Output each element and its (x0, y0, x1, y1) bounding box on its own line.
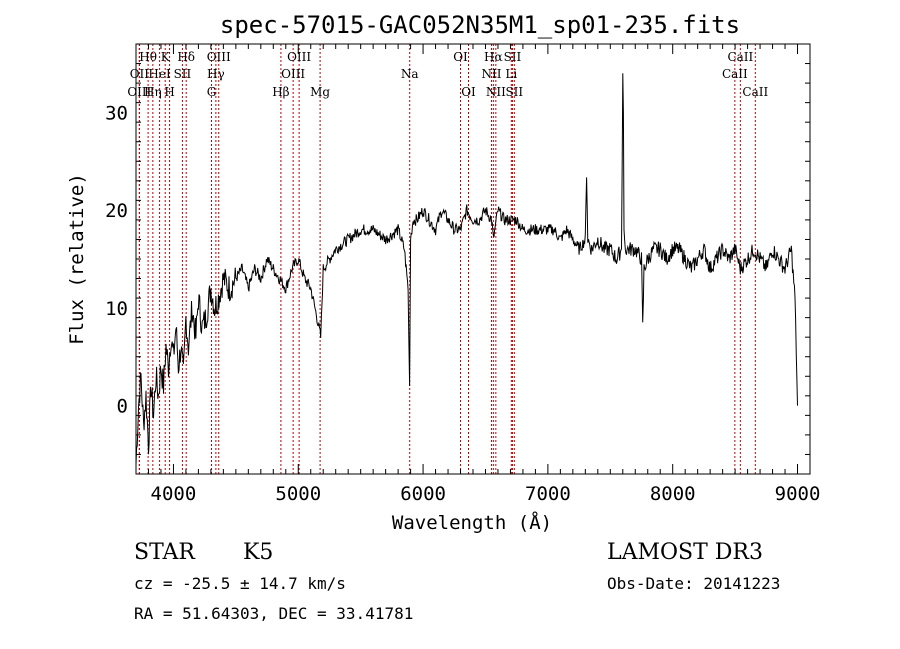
x-axis: 4000 5000 6000 7000 8000 9000 (135, 44, 821, 505)
emission-line-label: Hα (484, 50, 503, 64)
x-tick-label: 5000 (275, 483, 321, 505)
emission-line-label: CaII (742, 85, 768, 99)
emission-line-label: SII (504, 50, 522, 64)
x-tick-label: 6000 (400, 483, 446, 505)
y-tick-label: 0 (117, 396, 128, 418)
emission-line-label: H (164, 85, 174, 99)
observation-date: Obs-Date: 20141223 (607, 574, 781, 593)
emission-line-label: Li (505, 67, 517, 81)
y-axis: 0 10 20 30 (105, 63, 810, 455)
emission-line-label: CaII (722, 67, 748, 81)
emission-line-label: Hγ (207, 67, 225, 81)
x-tick-label: 7000 (525, 483, 571, 505)
ra-dec-coordinates: RA = 51.64303, DEC = 33.41781 (134, 604, 414, 623)
survey-name: LAMOST DR3 (607, 540, 763, 565)
emission-line-label: NII (481, 67, 501, 81)
emission-line-label: G (207, 85, 217, 99)
emission-line-label: Hη (144, 85, 162, 99)
emission-line-markers (138, 44, 756, 474)
emission-line-label: K (161, 50, 171, 64)
object-subclass: K5 (243, 540, 274, 565)
emission-line-label: OIII (281, 67, 305, 81)
x-tick-label: 8000 (650, 483, 696, 505)
emission-line-label: OIII (127, 85, 151, 99)
object-class: STAR (134, 540, 195, 565)
spectrum-line (135, 73, 798, 465)
emission-line-label: Hδ (177, 50, 195, 64)
emission-line-label: Hθ (139, 50, 157, 64)
x-axis-label: Wavelength (Å) (392, 511, 552, 534)
y-tick-label: 30 (105, 102, 128, 124)
spectrum-series (135, 73, 798, 465)
y-axis-label: Flux (relative) (66, 173, 88, 345)
emission-line-label: NII (486, 85, 506, 99)
emission-line-label: HeI (148, 67, 171, 81)
emission-line-label: OI (453, 50, 468, 64)
redshift-velocity: cz = -25.5 ± 14.7 km/s (134, 574, 346, 593)
emission-line-label: SII (505, 85, 523, 99)
emission-line-label: Na (401, 67, 419, 81)
emission-line-label: SII (174, 67, 192, 81)
emission-line-label: Mg (310, 85, 330, 99)
chart-title: spec-57015-GAC052N35M1_sp01-235.fits (220, 11, 740, 39)
plot-frame (135, 43, 811, 475)
x-tick-label: 9000 (775, 483, 821, 505)
y-tick-label: 20 (105, 200, 128, 222)
emission-line-label: OI (461, 85, 476, 99)
emission-line-label: Hβ (272, 85, 289, 99)
y-tick-label: 10 (105, 298, 128, 320)
emission-line-label: CaII (727, 50, 753, 64)
emission-line-label: OIII (287, 50, 311, 64)
emission-line-label: OIII (207, 50, 231, 64)
x-tick-label: 4000 (151, 483, 197, 505)
emission-line-label: OII (130, 67, 150, 81)
